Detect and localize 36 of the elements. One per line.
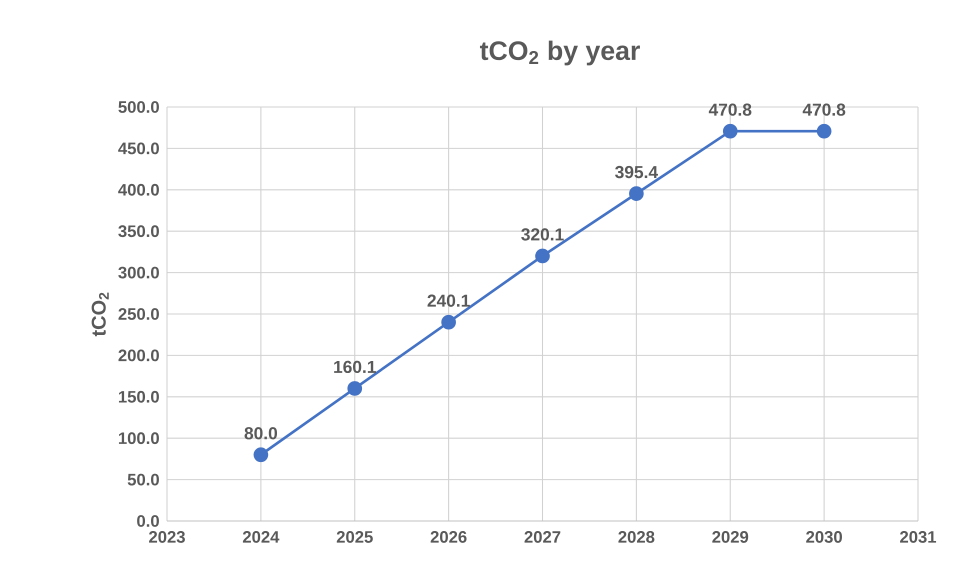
y-tick-label: 500.0 bbox=[118, 101, 159, 113]
point bbox=[629, 186, 644, 201]
x-tick-label: 2028 bbox=[618, 531, 654, 543]
data-label: 240.1 bbox=[428, 294, 470, 307]
data-label: 80.0 bbox=[244, 427, 278, 440]
y-tick-label: 200.0 bbox=[118, 350, 159, 362]
data-label: 320.1 bbox=[521, 228, 564, 241]
point bbox=[254, 447, 268, 462]
x-tick-label: 2026 bbox=[430, 531, 467, 543]
y-tick-label: 350.0 bbox=[118, 225, 159, 238]
data-label: 470.8 bbox=[708, 104, 752, 116]
x-tick-label: 2029 bbox=[712, 531, 748, 543]
chart-title: tCO$_{2}$ by year bbox=[480, 40, 640, 66]
y-tick-label: 0.0 bbox=[137, 515, 159, 527]
x-tick-label: 2023 bbox=[149, 531, 185, 543]
y-tick-label: 400.0 bbox=[118, 184, 159, 196]
x-tick-label: 2024 bbox=[242, 531, 280, 543]
x-tick-label: 2025 bbox=[336, 531, 373, 543]
y-tick-label: 150.0 bbox=[118, 390, 159, 403]
y-tick-label: 250.0 bbox=[118, 308, 159, 320]
point bbox=[347, 381, 362, 396]
y-axis-title: tCO$_{2}$ bbox=[92, 292, 109, 336]
data-label: 160.1 bbox=[334, 360, 376, 374]
x-tick-label: 2027 bbox=[524, 531, 560, 543]
y-tick-label: 50.0 bbox=[128, 474, 159, 486]
data-label: 470.8 bbox=[802, 104, 846, 116]
y-tick-label: 100.0 bbox=[118, 432, 159, 444]
point bbox=[816, 124, 832, 139]
x-tick-label: 2031 bbox=[900, 531, 936, 543]
point bbox=[722, 124, 738, 139]
y-tick-label: 300.0 bbox=[118, 266, 159, 279]
point bbox=[441, 314, 456, 330]
x-tick-label: 2030 bbox=[806, 531, 842, 543]
point bbox=[535, 248, 550, 264]
data-label: 395.4 bbox=[615, 166, 658, 178]
y-tick-label: 450.0 bbox=[118, 142, 159, 154]
